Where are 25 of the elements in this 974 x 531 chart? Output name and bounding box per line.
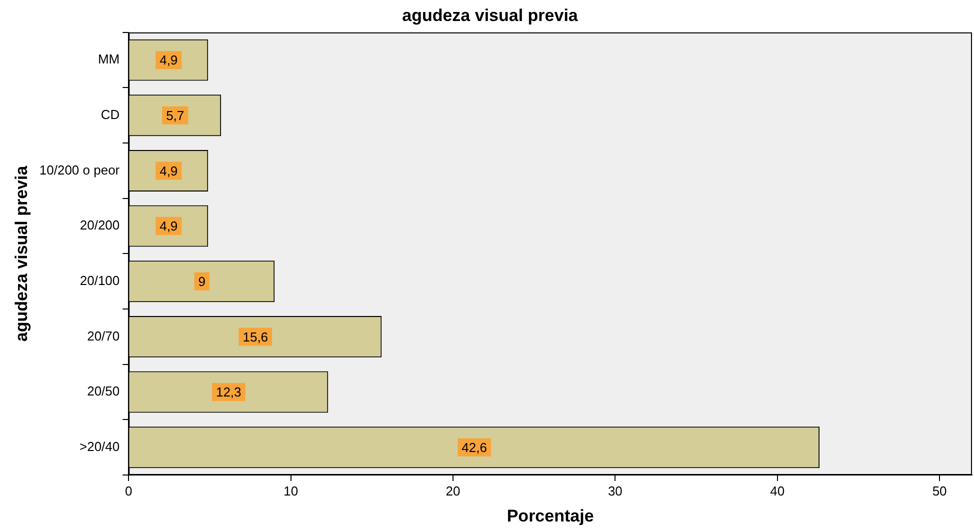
y-tick-label: 20/200 bbox=[80, 218, 120, 233]
y-tick-label: >20/40 bbox=[80, 438, 120, 454]
x-tick-label: 20 bbox=[446, 483, 460, 498]
data-label: 4,9 bbox=[160, 218, 178, 234]
y-tick-label: MM bbox=[98, 52, 120, 67]
y-tick-label: 20/70 bbox=[87, 328, 120, 344]
x-tick-label: 40 bbox=[770, 483, 785, 498]
data-label: 15,6 bbox=[242, 329, 268, 344]
data-label: 4,9 bbox=[160, 163, 178, 178]
x-tick-label: 10 bbox=[284, 483, 298, 498]
data-label: 5,7 bbox=[166, 108, 184, 123]
x-tick-label: 50 bbox=[932, 483, 947, 498]
data-label: 9 bbox=[198, 274, 206, 289]
y-axis-title: agudeza visual previa bbox=[12, 165, 31, 342]
data-label: 4,9 bbox=[160, 52, 178, 68]
y-tick-label: 20/100 bbox=[80, 272, 120, 288]
data-label: 42,6 bbox=[462, 440, 487, 455]
y-tick-label: CD bbox=[100, 106, 120, 122]
y-tick-label: 20/50 bbox=[87, 384, 120, 399]
data-label: 12,3 bbox=[216, 384, 242, 400]
x-tick-label: 0 bbox=[125, 483, 132, 498]
chart-title: agudeza visual previa bbox=[402, 6, 578, 25]
x-tick-label: 30 bbox=[608, 483, 622, 498]
y-tick-label: 10/200 o peor bbox=[39, 162, 120, 178]
x-axis-title: Porcentaje bbox=[506, 506, 594, 526]
